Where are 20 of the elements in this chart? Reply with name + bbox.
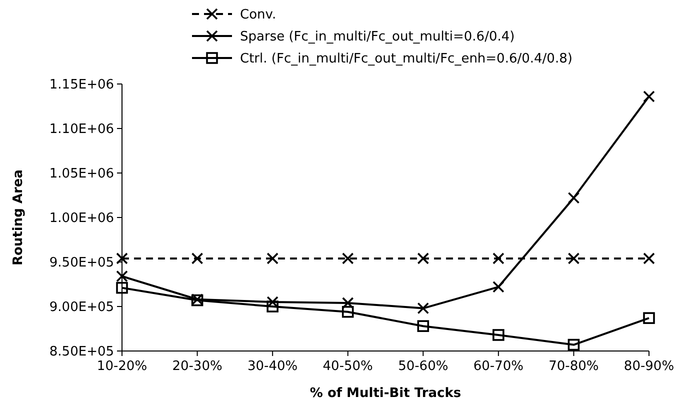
x-tick-label: 60-70%	[473, 359, 524, 374]
y-tick-label: 1.05E+06	[49, 166, 114, 182]
y-tick-label: 1.10E+06	[49, 122, 114, 138]
x-tick-label: 70-80%	[548, 359, 599, 374]
y-tick-label: 9.50E+05	[49, 256, 114, 271]
x-tick-label: 80-90%	[624, 359, 674, 374]
x-tick-label: 50-60%	[398, 359, 448, 374]
y-axis-title: Routing Area	[11, 169, 26, 266]
x-tick-label: 10-20%	[96, 359, 148, 374]
y-tick-label: 9.00E+05	[49, 300, 114, 316]
x-tick-label: 40-50%	[322, 359, 373, 374]
legend-label: Sparse (Fc_in_multi/Fc_out_multi=0.6/0.4)	[240, 30, 515, 45]
y-tick-label: 1.15E+06	[49, 78, 114, 93]
legend-label: Conv.	[240, 8, 276, 23]
x-tick-label: 30-40%	[248, 359, 298, 374]
x-tick-label: 20-30%	[172, 359, 222, 374]
x-axis-title: % of Multi-Bit Tracks	[310, 386, 462, 401]
y-tick-label: 8.50E+05	[49, 344, 114, 360]
y-tick-label: 1.00E+06	[49, 211, 114, 226]
legend-label: Ctrl. (Fc_in_multi/Fc_out_multi/Fc_enh=0.6/0.4/0.8)	[240, 52, 572, 67]
